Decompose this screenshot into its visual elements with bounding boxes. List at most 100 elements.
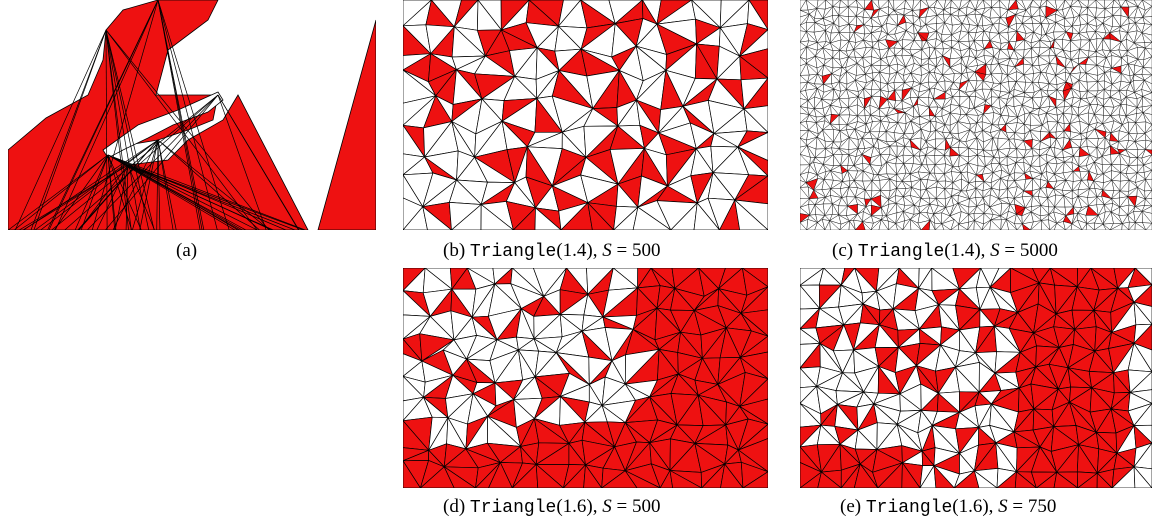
s-label: S: [990, 240, 1000, 261]
mesh-edge: [23, 139, 159, 230]
mesh-triangle: [895, 222, 904, 230]
mesh-edge: [127, 164, 258, 230]
mesh-edge: [105, 29, 270, 230]
mesh-tri-d: [403, 268, 768, 488]
mesh-triangle: [1102, 224, 1111, 230]
mesh-triangle: [1041, 219, 1050, 230]
algorithm-param: (1.6): [556, 496, 593, 517]
mesh-triangle: [422, 205, 453, 230]
mesh-panel-a: [8, 0, 376, 230]
mesh-triangle: [989, 219, 1002, 230]
mesh-edge: [107, 154, 287, 230]
mesh-triangle: [1014, 471, 1037, 488]
mesh-edge: [114, 164, 129, 230]
mesh-edge: [132, 139, 159, 230]
mesh-edge: [127, 164, 296, 230]
algorithm-param: (1.6): [952, 496, 989, 517]
mesh-edge: [40, 139, 159, 230]
s-value: = 750: [1012, 496, 1057, 517]
mesh-triangle: [929, 219, 936, 230]
mesh-edge: [127, 164, 243, 230]
mesh-edge: [30, 29, 107, 230]
algorithm-name: Triangle: [469, 242, 557, 262]
mesh-tri-c: [800, 0, 1152, 230]
algorithm-param: (1.4): [944, 240, 981, 261]
mesh-edge: [48, 0, 159, 230]
mesh-edge: [74, 154, 109, 230]
mesh-edge: [157, 139, 174, 230]
mesh-triangle: [624, 469, 661, 488]
mesh-edge: [157, 0, 218, 230]
mesh-edge: [156, 139, 159, 230]
mesh-edge: [107, 154, 133, 230]
mesh-triangle: [720, 463, 744, 488]
mesh-triangle: [901, 461, 921, 488]
mesh-triangle: [848, 220, 856, 230]
s-value: = 500: [616, 240, 661, 261]
mesh-triangle: [1054, 222, 1066, 230]
caption-label: (d): [443, 496, 466, 517]
caption-a: (a): [176, 240, 197, 262]
mesh-edge: [34, 139, 159, 230]
mesh-edges-a: [8, 0, 306, 230]
mesh-edge: [217, 94, 267, 230]
mesh-plot-b: [403, 0, 768, 230]
mesh-edge: [105, 29, 258, 230]
mesh-triangle: [693, 202, 720, 230]
mesh-edge: [64, 94, 219, 230]
mesh-triangle: [1133, 465, 1152, 488]
mesh-triangle: [1070, 223, 1083, 230]
caption-b: (b) Triangle(1.4), S = 500: [443, 240, 661, 262]
mesh-triangle: [488, 461, 513, 488]
mesh-triangle: [583, 463, 603, 488]
mesh-triangle: [862, 221, 872, 230]
caption-d: (d) Triangle(1.6), S = 500: [443, 496, 661, 518]
mesh-edge: [54, 154, 109, 230]
mesh-edge: [105, 94, 219, 230]
mesh-plot-a: [8, 0, 376, 230]
mesh-edge: [80, 154, 109, 230]
mesh-triangle: [973, 219, 983, 230]
mesh-triangle: [535, 463, 564, 488]
mesh-triangle: [1134, 222, 1147, 230]
mesh-edge: [8, 154, 109, 230]
mesh-edge: [107, 154, 116, 230]
mesh-triangle: [534, 207, 562, 230]
mesh-plot-d: [403, 268, 768, 488]
mesh-triangle: [587, 201, 615, 230]
mesh-edge: [14, 154, 109, 230]
mesh-triangle: [941, 223, 952, 230]
mesh-panel-e: [800, 268, 1152, 488]
mesh-edge: [14, 29, 107, 230]
mesh-triangle: [814, 222, 826, 230]
mesh-triangle: [817, 471, 842, 488]
mesh-edge: [157, 139, 260, 230]
mesh-edge: [91, 0, 159, 230]
mesh-triangle: [1053, 471, 1079, 488]
algorithm-name: Triangle: [469, 498, 557, 518]
mesh-triangle: [829, 220, 841, 230]
mesh-triangle: [1085, 223, 1095, 230]
caption-label: (e): [840, 496, 862, 517]
mesh-tri-b: [403, 0, 768, 230]
mesh-triangle: [853, 463, 879, 488]
s-value: = 5000: [1004, 240, 1058, 261]
algorithm-param: (1.4): [556, 240, 593, 261]
mesh-triangle: [669, 469, 702, 488]
mesh-triangle: [632, 206, 672, 230]
mesh-triangle: [1096, 472, 1113, 488]
mesh-edge: [107, 154, 236, 230]
mesh-triangle: [734, 199, 768, 230]
mesh-panel-c: [800, 0, 1152, 230]
mesh-edge: [33, 29, 107, 230]
mesh-edge: [107, 154, 247, 230]
mesh-edge: [78, 164, 129, 230]
s-value: = 500: [616, 496, 661, 517]
mesh-triangle: [800, 222, 808, 230]
algorithm-name: Triangle: [857, 242, 945, 262]
mesh-edge: [51, 94, 219, 230]
mesh-triangle: [958, 223, 969, 230]
caption-label: (b): [443, 240, 466, 261]
mesh-triangle: [1121, 223, 1130, 230]
s-label: S: [602, 240, 612, 261]
